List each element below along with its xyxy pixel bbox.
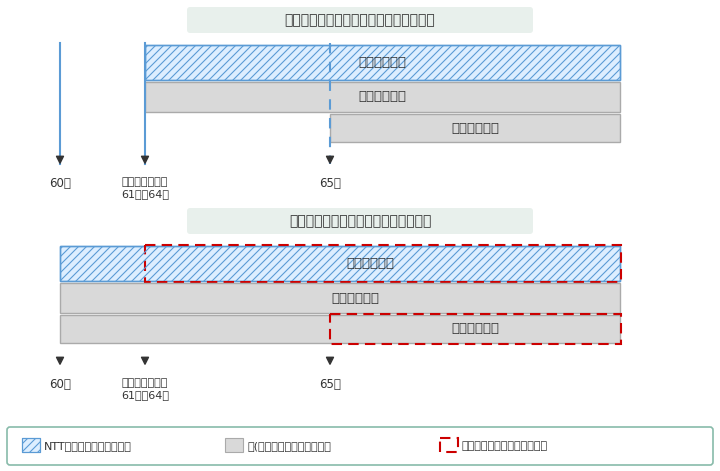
Text: 老齢基礎年金: 老齢基礎年金 (451, 122, 499, 135)
Text: 老齢厚生年金の繰上げ請求をしない場合: 老齢厚生年金の繰上げ請求をしない場合 (284, 13, 436, 27)
Text: 65歳: 65歳 (319, 378, 341, 391)
Text: 生年月日により
61歳〜64歳: 生年月日により 61歳〜64歳 (121, 177, 169, 199)
Bar (330, 314, 621, 344)
Text: は繰上げにより減額される分: は繰上げにより減額される分 (462, 441, 548, 451)
Bar (22, 438, 40, 452)
Bar (145, 45, 620, 80)
Text: 65歳: 65歳 (319, 177, 341, 190)
Bar (225, 438, 243, 452)
Bar (330, 114, 620, 142)
FancyBboxPatch shape (7, 427, 713, 465)
Bar (22, 438, 40, 452)
Text: 老齢厚生年金の繰上げ請求をする場合: 老齢厚生年金の繰上げ請求をする場合 (289, 214, 431, 228)
Bar (440, 438, 458, 452)
Text: 老齢厚生年金: 老齢厚生年金 (359, 90, 407, 104)
Bar (60, 315, 620, 343)
Bar (60, 283, 620, 313)
Text: 生年月日により
61歳〜64歳: 生年月日により 61歳〜64歳 (121, 378, 169, 399)
FancyBboxPatch shape (187, 7, 533, 33)
Text: 国(日本年金機構）から支給: 国(日本年金機構）から支給 (247, 441, 331, 451)
Text: 60歳: 60歳 (49, 378, 71, 391)
Text: 60歳: 60歳 (49, 177, 71, 190)
FancyBboxPatch shape (187, 208, 533, 234)
Text: 退職共済年金: 退職共済年金 (346, 257, 394, 270)
Bar (60, 246, 620, 281)
Bar (145, 45, 620, 80)
Bar (145, 245, 621, 282)
Text: 老齢厚生年金: 老齢厚生年金 (331, 292, 379, 304)
Text: 退職共済年金: 退職共済年金 (359, 56, 407, 69)
Text: NTT企業年金基金から支給: NTT企業年金基金から支給 (44, 441, 132, 451)
Text: 老齢基礎年金: 老齢基礎年金 (451, 323, 499, 335)
Bar (145, 82, 620, 112)
Bar (60, 246, 620, 281)
